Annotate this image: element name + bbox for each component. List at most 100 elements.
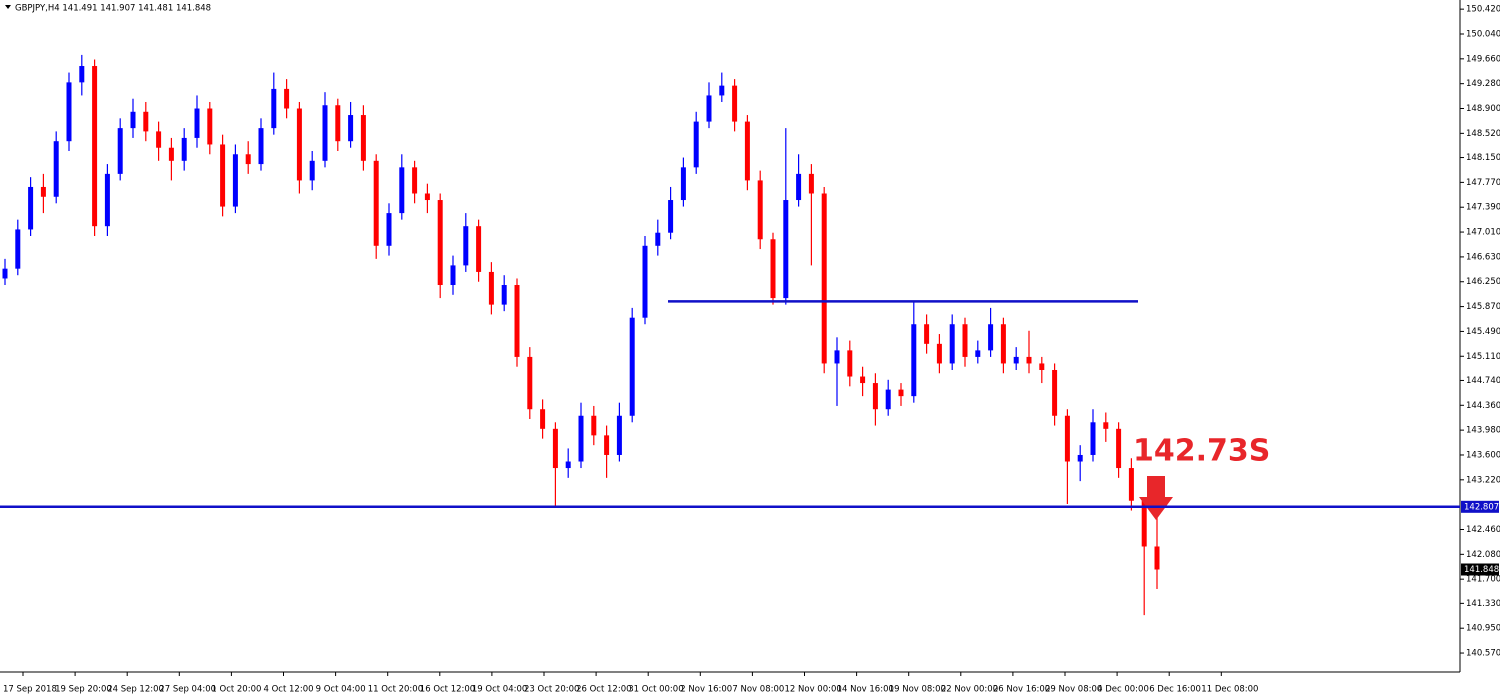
last-price-label: 141.848 bbox=[1464, 565, 1499, 575]
support-price-label: 142.807 bbox=[1464, 502, 1499, 512]
candle-body bbox=[1064, 415, 1070, 462]
candle-body bbox=[847, 350, 853, 377]
x-tick-label: 1 Oct 20:00 bbox=[211, 685, 261, 695]
candle-body bbox=[386, 213, 392, 246]
y-tick-label: 148.150 bbox=[1466, 153, 1500, 163]
candle-body bbox=[284, 88, 290, 109]
candle-body bbox=[565, 461, 571, 469]
y-tick-label: 148.520 bbox=[1466, 129, 1500, 139]
candle-body bbox=[412, 167, 418, 194]
candle-body bbox=[1077, 454, 1083, 462]
x-tick-label: 24 Sep 12:00 bbox=[107, 685, 164, 695]
candle-body bbox=[796, 173, 802, 201]
y-tick-label: 140.950 bbox=[1466, 624, 1500, 634]
x-tick-label: 22 Nov 00:00 bbox=[941, 685, 998, 695]
y-tick-label: 150.040 bbox=[1466, 29, 1500, 39]
candle-body bbox=[1000, 324, 1006, 364]
y-tick-label: 147.390 bbox=[1466, 203, 1500, 213]
candle-body bbox=[2, 268, 8, 279]
candle-body bbox=[40, 186, 46, 197]
candle-body bbox=[476, 226, 482, 272]
candle-body bbox=[949, 324, 955, 364]
y-tick-label: 143.220 bbox=[1466, 475, 1500, 485]
candle-body bbox=[898, 389, 904, 397]
x-tick-label: 19 Nov 08:00 bbox=[889, 685, 946, 695]
candle-body bbox=[885, 389, 891, 410]
candle-body bbox=[1128, 468, 1134, 501]
candle-body bbox=[1013, 356, 1019, 364]
candle-body bbox=[680, 167, 686, 201]
candle-body bbox=[194, 108, 200, 138]
candle-body bbox=[335, 105, 341, 142]
plot bbox=[2, 54, 1160, 616]
candle-body bbox=[156, 131, 162, 148]
x-tick-label: 14 Nov 16:00 bbox=[837, 685, 894, 695]
x-tick-label: 7 Nov 08:00 bbox=[732, 685, 784, 695]
y-tick-label: 150.420 bbox=[1466, 5, 1500, 15]
x-tick-label: 12 Nov 00:00 bbox=[785, 685, 842, 695]
candle-body bbox=[463, 226, 469, 266]
support-price-box bbox=[1461, 500, 1499, 513]
candle-body bbox=[642, 245, 648, 318]
candle-body bbox=[911, 324, 917, 397]
candle-body bbox=[757, 180, 763, 240]
y-tick-label: 146.250 bbox=[1466, 277, 1500, 287]
x-tick-label: 4 Dec 00:00 bbox=[1097, 685, 1149, 695]
y-tick-label: 143.600 bbox=[1466, 450, 1500, 460]
x-tick-label: 6 Dec 16:00 bbox=[1149, 685, 1201, 695]
candle-body bbox=[783, 200, 789, 299]
candle-body bbox=[437, 200, 443, 286]
candle-body bbox=[271, 88, 277, 129]
candle-body bbox=[501, 285, 507, 305]
candle-body bbox=[668, 200, 674, 233]
x-tick-label: 11 Oct 20:00 bbox=[368, 685, 423, 695]
candle-body bbox=[924, 324, 930, 344]
candle-body bbox=[220, 144, 226, 207]
candle-body bbox=[258, 128, 264, 165]
y-tick-label: 142.080 bbox=[1466, 550, 1500, 560]
y-tick-label: 145.110 bbox=[1466, 352, 1500, 362]
candle-body bbox=[66, 82, 72, 142]
candle-body bbox=[15, 229, 21, 269]
x-tick-label: 16 Oct 12:00 bbox=[420, 685, 475, 695]
candle-body bbox=[514, 285, 520, 357]
y-tick-label: 145.870 bbox=[1466, 302, 1500, 312]
candle-body bbox=[936, 343, 942, 364]
symbol-menu-icon[interactable] bbox=[5, 5, 11, 9]
candle-body bbox=[1141, 500, 1147, 547]
candle-body bbox=[450, 265, 456, 286]
candle-body bbox=[719, 85, 725, 96]
candle-body bbox=[872, 383, 878, 410]
x-tick-label: 2 Nov 16:00 bbox=[680, 685, 732, 695]
candle-body bbox=[1116, 428, 1122, 469]
y-tick-label: 147.770 bbox=[1466, 178, 1500, 188]
candle-body bbox=[245, 154, 251, 165]
candle-body bbox=[79, 66, 85, 83]
candle-body bbox=[399, 167, 405, 214]
y-tick-label: 141.330 bbox=[1466, 599, 1500, 609]
candle-body bbox=[821, 193, 827, 364]
candle-body bbox=[578, 415, 584, 462]
candle-body bbox=[488, 271, 494, 305]
x-tick-label: 23 Oct 20:00 bbox=[524, 685, 579, 695]
candle-body bbox=[988, 324, 994, 351]
x-tick-label: 4 Oct 12:00 bbox=[264, 685, 314, 695]
y-tick-label: 145.490 bbox=[1466, 327, 1500, 337]
candle-body bbox=[770, 239, 776, 299]
candle-body bbox=[1039, 363, 1045, 370]
arrow-head bbox=[1139, 497, 1173, 520]
x-tick-label: 26 Nov 16:00 bbox=[993, 685, 1050, 695]
down-arrow bbox=[1139, 476, 1173, 520]
candle-body bbox=[975, 350, 981, 357]
arrow-shaft bbox=[1147, 476, 1165, 498]
x-tick-label: 19 Oct 04:00 bbox=[472, 685, 527, 695]
last-price-box bbox=[1461, 563, 1499, 576]
candle-body bbox=[168, 147, 174, 161]
candle-body bbox=[616, 415, 622, 455]
candle-body bbox=[552, 428, 558, 469]
y-tick-label: 143.980 bbox=[1466, 426, 1500, 436]
candle-body bbox=[1103, 422, 1109, 429]
y-tick-label: 149.280 bbox=[1466, 79, 1500, 89]
